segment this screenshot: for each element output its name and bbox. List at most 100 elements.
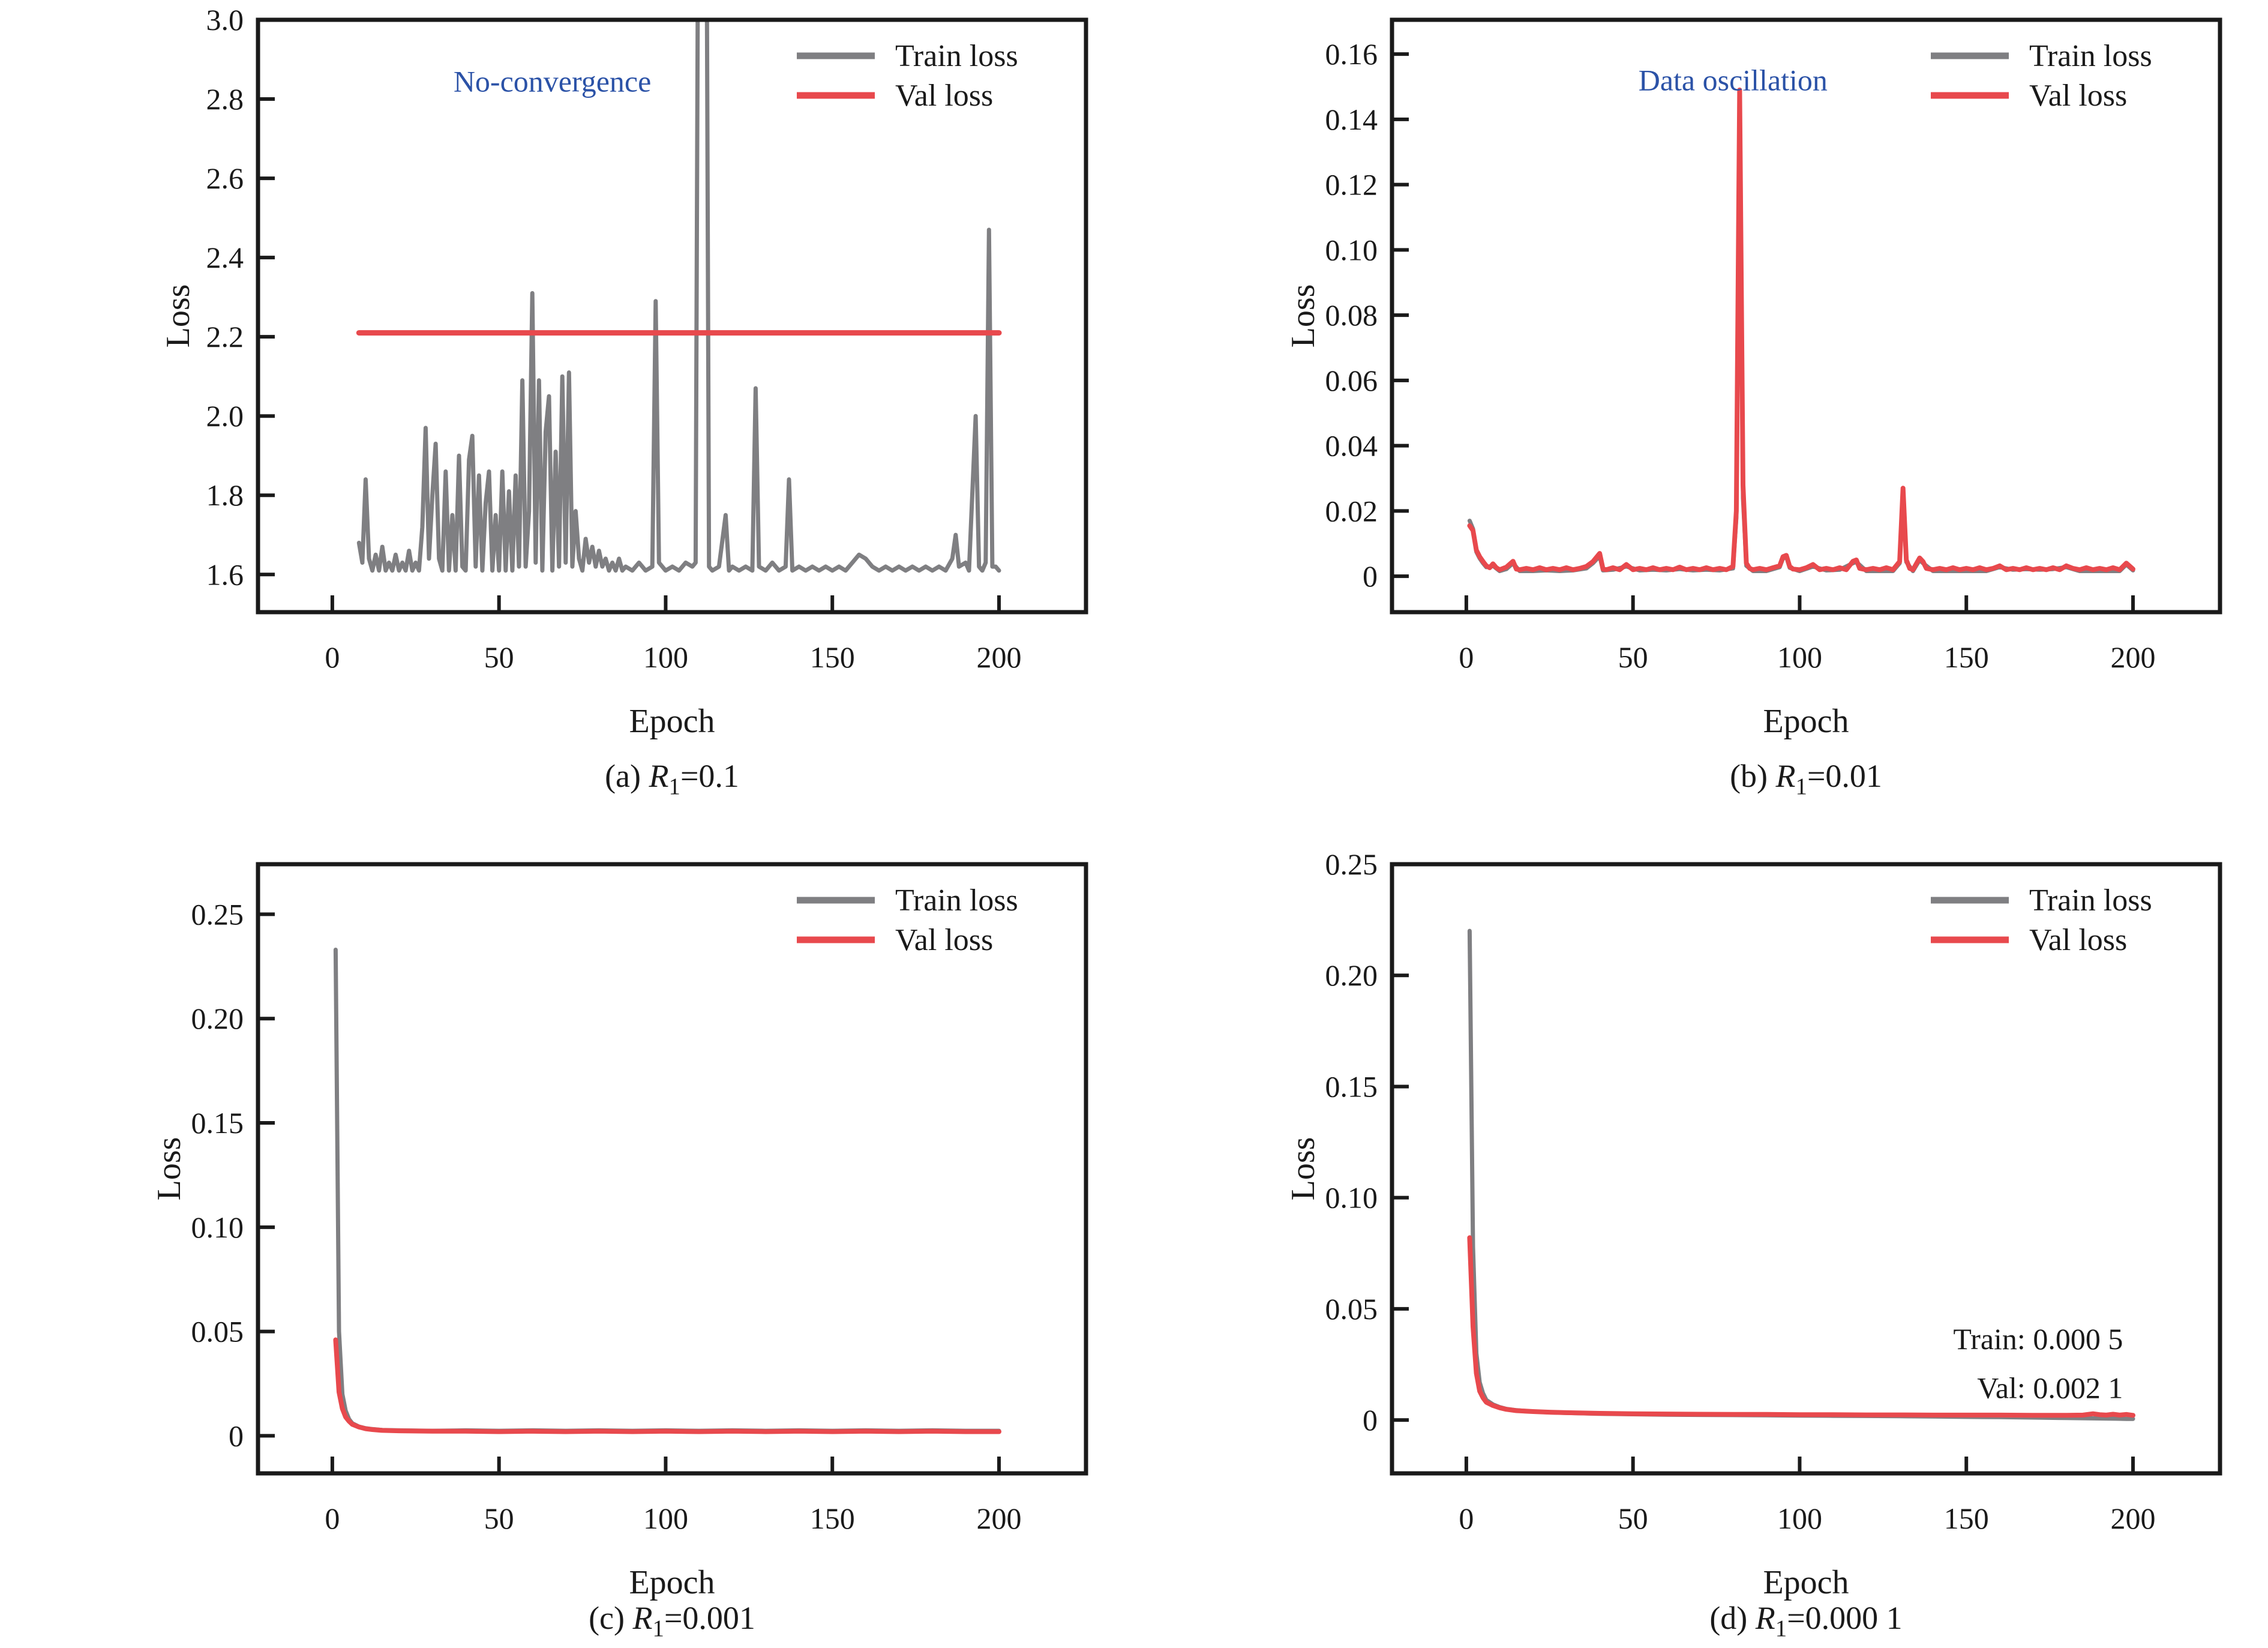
svg-text:0.02: 0.02	[1325, 494, 1378, 528]
svg-text:0: 0	[1459, 640, 1474, 674]
caption-c: (c) R1=0.001	[258, 1599, 1086, 1640]
svg-text:150: 150	[1944, 1502, 1989, 1535]
svg-text:100: 100	[643, 1502, 688, 1535]
caption-b-value: =0.01	[1807, 758, 1882, 794]
svg-text:50: 50	[484, 640, 514, 674]
svg-text:2.6: 2.6	[206, 161, 244, 195]
ylabel-d: Loss	[1285, 1137, 1322, 1201]
xlabel-b: Epoch	[1763, 703, 1849, 740]
val-legend-label-a: Val loss	[895, 79, 993, 113]
series-group-c	[333, 948, 1001, 1434]
caption-d-prefix: (d)	[1709, 1600, 1756, 1636]
svg-text:200: 200	[977, 1502, 1022, 1535]
svg-text:0.06: 0.06	[1325, 364, 1378, 397]
svg-text:0.08: 0.08	[1325, 298, 1378, 332]
train-legend-label-b: Train loss	[2029, 39, 2152, 73]
svg-text:0.12: 0.12	[1325, 168, 1378, 202]
svg-text:200: 200	[977, 640, 1022, 674]
svg-text:2.8: 2.8	[206, 82, 244, 116]
svg-text:0: 0	[1459, 1502, 1474, 1535]
chart-c-canvas: 0 50 100 150 200 0 0.05 0.10 0.15 0.20 0.25 Epoch Lo…	[151, 862, 1088, 1601]
svg-text:0.20: 0.20	[191, 1002, 244, 1035]
train-legend-label-a: Train loss	[895, 39, 1018, 73]
svg-text:1.8: 1.8	[206, 478, 244, 512]
caption-a-prefix: (a)	[605, 758, 649, 794]
ylabel-c: Loss	[151, 1137, 188, 1201]
svg-text:0.05: 0.05	[191, 1315, 244, 1349]
svg-text:0.10: 0.10	[1325, 233, 1378, 266]
caption-d-value: =0.000 1	[1787, 1600, 1903, 1636]
caption-b: (b) R1=0.01	[1392, 757, 2220, 798]
chart-d-canvas: 0 50 100 150 200 0 0.05 0.10 0.15 0.20 0.25 Epoch Lo…	[1285, 847, 2222, 1601]
xlabel-a: Epoch	[629, 703, 715, 740]
svg-text:0.10: 0.10	[1325, 1181, 1378, 1215]
caption-b-sub: 1	[1795, 773, 1807, 799]
train-loss-line-c	[333, 948, 1001, 1433]
xlabel-d: Epoch	[1763, 1564, 1849, 1601]
svg-text:0.20: 0.20	[1325, 958, 1378, 992]
svg-text:200: 200	[2111, 640, 2156, 674]
axes-a: 0 50 100 150 200 1.6 1.8 2.0 2.2 2.4 2.6 2.8 3.0 Epoc…	[160, 3, 1088, 740]
svg-text:1.6: 1.6	[206, 558, 244, 591]
train-loss-line-b	[1467, 107, 2135, 573]
ylabel-b: Loss	[1285, 284, 1322, 348]
svg-text:0: 0	[325, 1502, 340, 1535]
svg-text:0.10: 0.10	[191, 1210, 244, 1244]
svg-text:2.2: 2.2	[206, 320, 244, 353]
axes-b: 0 50 100 150 200 0 0.02 0.04 0.06 0.08 0.10 0.12 0.1…	[1285, 17, 2222, 740]
val-loss-line-b	[1467, 87, 2135, 573]
legend-a: Train loss Val loss	[797, 39, 1018, 113]
legend-d: Train loss Val loss	[1931, 883, 2152, 957]
annotation-a-0: No-convergence	[454, 64, 651, 98]
svg-text:0.15: 0.15	[1325, 1069, 1378, 1103]
caption-b-prefix: (b)	[1730, 758, 1776, 794]
train-loss-line-a	[356, 20, 1001, 573]
caption-a: (a) R1=0.1	[258, 757, 1086, 798]
caption-c-prefix: (c)	[589, 1600, 633, 1636]
caption-a-value: =0.1	[680, 758, 739, 794]
val-legend-label-b: Val loss	[2029, 79, 2127, 113]
chart-cell-a: 0 50 100 150 200 1.6 1.8 2.0 2.2 2.4 2.6 2.8 3.0 Epoc…	[0, 0, 1134, 824]
chart-cell-d: 0 50 100 150 200 0 0.05 0.10 0.15 0.20 0.25 Epoch Lo…	[1134, 824, 2268, 1648]
axes-d: 0 50 100 150 200 0 0.05 0.10 0.15 0.20 0.25 Epoch Lo…	[1285, 847, 2222, 1601]
axes-c: 0 50 100 150 200 0 0.05 0.10 0.15 0.20 0.25 Epoch Lo…	[151, 862, 1088, 1601]
caption-c-sub: 1	[652, 1615, 664, 1641]
svg-text:0: 0	[1363, 1403, 1378, 1437]
chart-b-canvas: 0 50 100 150 200 0 0.02 0.04 0.06 0.08 0.10 0.12 0.1…	[1285, 17, 2222, 740]
svg-text:150: 150	[1944, 640, 1989, 674]
svg-text:0.16: 0.16	[1325, 37, 1378, 71]
svg-text:50: 50	[1618, 1502, 1648, 1535]
val-legend-label-c: Val loss	[895, 923, 993, 957]
val-loss-line-c	[333, 1337, 1001, 1434]
svg-text:100: 100	[1777, 1502, 1822, 1535]
svg-text:0: 0	[325, 640, 340, 674]
annotation-d-1: Val: 0.002 1	[1977, 1371, 2123, 1404]
chart-a-canvas: 0 50 100 150 200 1.6 1.8 2.0 2.2 2.4 2.6 2.8 3.0 Epoc…	[160, 3, 1088, 740]
svg-text:2.0: 2.0	[206, 399, 244, 433]
svg-text:50: 50	[484, 1502, 514, 1535]
series-group-d	[1467, 928, 2135, 1421]
legend-b: Train loss Val loss	[1931, 39, 2152, 113]
svg-text:0: 0	[229, 1419, 244, 1452]
svg-text:100: 100	[1777, 640, 1822, 674]
svg-text:2.4: 2.4	[206, 241, 244, 274]
val-loss-line-d	[1467, 1235, 2135, 1418]
caption-c-value: =0.001	[664, 1600, 755, 1636]
xlabel-c: Epoch	[629, 1564, 715, 1601]
ylabel-a: Loss	[160, 284, 197, 348]
series-group-b	[1467, 87, 2135, 573]
caption-c-symbol: R	[632, 1600, 653, 1636]
caption-d-symbol: R	[1755, 1600, 1775, 1636]
svg-text:150: 150	[810, 640, 855, 674]
train-legend-label-c: Train loss	[895, 883, 1018, 918]
svg-text:150: 150	[810, 1502, 855, 1535]
caption-d-sub: 1	[1775, 1615, 1787, 1641]
caption-a-sub: 1	[668, 773, 680, 799]
svg-text:0.25: 0.25	[1325, 847, 1378, 881]
series-group-a	[356, 20, 1002, 573]
svg-text:3.0: 3.0	[206, 3, 244, 37]
svg-text:0.14: 0.14	[1325, 103, 1378, 136]
annotation-d-0: Train: 0.000 5	[1953, 1322, 2123, 1356]
legend-c: Train loss Val loss	[797, 883, 1018, 957]
svg-text:0.25: 0.25	[191, 897, 244, 931]
